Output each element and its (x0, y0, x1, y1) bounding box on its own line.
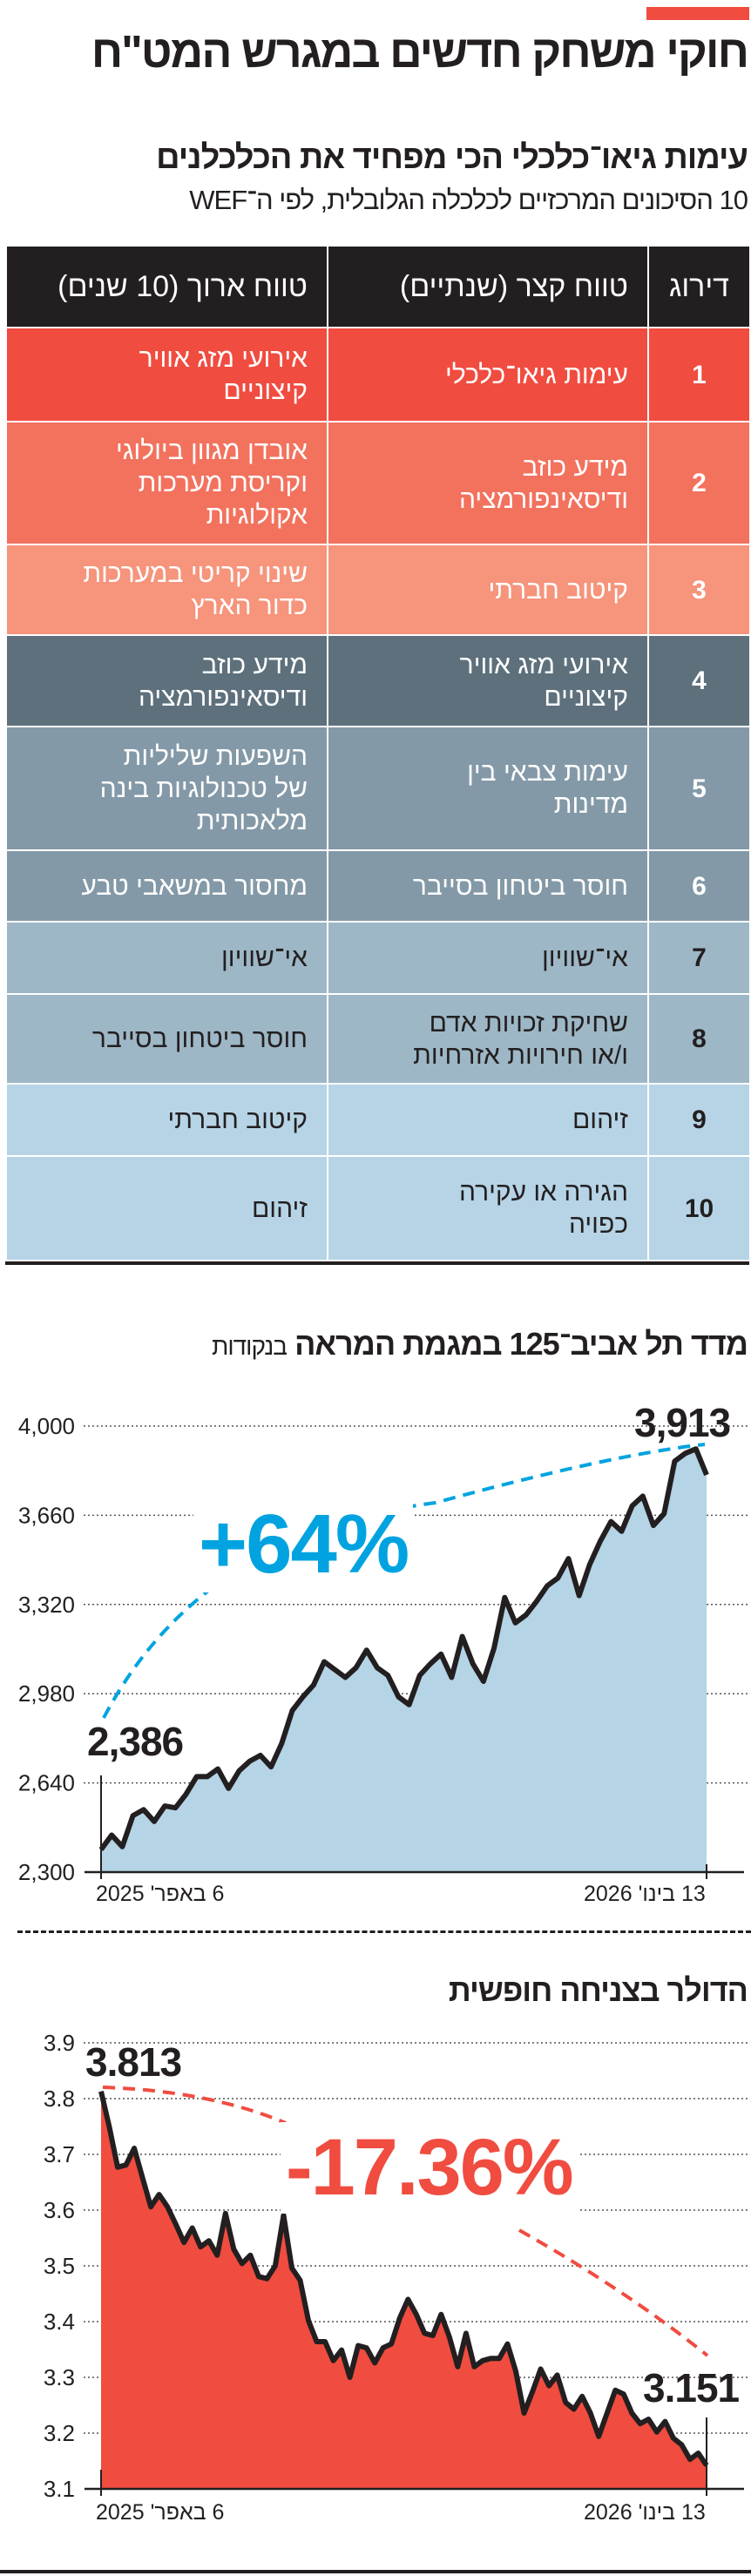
section-divider (17, 1930, 751, 1933)
rank-cell: 5 (647, 726, 751, 851)
series-line (98, 1446, 709, 1851)
rank-cell: 6 (647, 849, 751, 923)
long-term-cell: אי־שוויון (5, 921, 328, 995)
short-term-cell: עימות צבאי בין מדינות (327, 726, 649, 851)
chart2-svg: 3.9 3.8 3.7 3.6 3.5 3.4 3.3 3.2 3.1 (44, 2030, 748, 2502)
chart2-start-label: 3.813 (85, 2039, 182, 2085)
table-subtitle: 10 הסיכונים המרכזיים לכלכלה הגלובלית, לפ… (189, 185, 748, 215)
long-term-cell: מידע כוזב ודיסאינפורמציה (5, 634, 328, 727)
accent-bar (646, 7, 749, 20)
long-term-cell: זיהום (5, 1155, 328, 1261)
table-row: 10 הגירה או עקירה כפויה זיהום (5, 1155, 751, 1261)
chart1-title-text: מדד תל אביב־125 במגמת המראה (294, 1326, 748, 1362)
chart1-x-end-label: 13 בינו' 2026 (584, 1882, 706, 1906)
long-term-cell: אירועי מזג אוויר קיצוניים (5, 327, 328, 423)
rank-cell: 1 (647, 327, 751, 423)
column-header-rank: דירוג (647, 247, 751, 328)
table-row: 3 קיטוב חברתי שינוי קריטי במערכות כדור האר… (5, 544, 751, 636)
rank-cell: 9 (647, 1083, 751, 1157)
long-term-cell: אובדן מגוון ביולוגי וקריסת מערכות אקולוג… (5, 421, 328, 545)
rank-cell: 10 (647, 1155, 751, 1261)
short-term-cell: עימות גיאו־כלכלי (327, 327, 649, 423)
table-row: 4 אירועי מזג אוויר קיצוניים מידע כוזב ודיס… (5, 634, 751, 727)
short-term-cell: זיהום (327, 1083, 649, 1157)
chart1-change-label: +64% (193, 1497, 414, 1592)
y-tick-label: 3.8 (44, 2086, 75, 2112)
column-header-short-term: טווח קצר (שנתיים) (327, 247, 649, 328)
y-tick-label: 3,660 (18, 1502, 75, 1528)
rank-cell: 8 (647, 993, 751, 1085)
table-bottom-rule (5, 1261, 749, 1265)
rank-cell: 4 (647, 634, 751, 727)
short-term-cell: הגירה או עקירה כפויה (327, 1155, 649, 1261)
y-tick-label: 3.9 (44, 2030, 75, 2056)
short-term-cell: קיטוב חברתי (327, 544, 649, 636)
chart2-x-start-label: 6 באפר' 2025 (96, 2500, 225, 2525)
change-arc (518, 2228, 709, 2357)
table-row: 1 עימות גיאו־כלכלי אירועי מזג אוויר קיצוני… (5, 327, 751, 423)
long-term-cell: השפעות שליליות של טכנולוגיות בינה מלאכות… (5, 726, 328, 851)
chart1-title: מדד תל אביב־125 במגמת המראה בנקודות (212, 1326, 748, 1362)
y-tick-label: 3.2 (44, 2420, 75, 2446)
chart1-x-start-label: 6 באפר' 2025 (96, 1882, 225, 1906)
y-tick-label: 3.7 (44, 2141, 75, 2167)
table-title: עימות גיאו־כלכלי הכי מפחיד את הכלכלנים (156, 139, 748, 176)
chart1-svg: 4,000 3,660 3,320 2,980 2,640 2,300 (18, 1413, 748, 1885)
long-term-cell: חוסר ביטחון בסייבר (5, 993, 328, 1085)
area-fill (101, 1449, 707, 1872)
area-fill (101, 2091, 707, 2489)
table-row: 9 זיהום קיטוב חברתי (5, 1083, 751, 1157)
table-header-row: דירוג טווח קצר (שנתיים) טווח ארוך (10 שנ… (5, 247, 751, 328)
chart2-x-end-label: 13 בינו' 2026 (584, 2500, 706, 2525)
table-row: 8 שחיקת זכויות אדם ו/או חירויות אזרחיות חו… (5, 993, 751, 1085)
rank-cell: 2 (647, 421, 751, 545)
rank-cell: 3 (647, 544, 751, 636)
long-term-cell: שינוי קריטי במערכות כדור הארץ (5, 544, 328, 636)
risk-table: דירוג טווח קצר (שנתיים) טווח ארוך (10 שנ… (5, 247, 751, 1261)
y-tick-label: 3.1 (44, 2476, 75, 2502)
chart1-end-label: 3,913 (634, 1400, 731, 1445)
short-term-cell: אירועי מזג אוויר קיצוניים (327, 634, 649, 727)
y-tick-label: 2,300 (18, 1859, 75, 1885)
rank-cell: 7 (647, 921, 751, 995)
table-row: 7 אי־שוויון אי־שוויון (5, 921, 751, 995)
series-line (98, 2091, 709, 2467)
y-tick-label: 3.4 (44, 2309, 75, 2335)
table-row: 2 מידע כוזב ודיסאינפורמציה אובדן מגוון ביו… (5, 421, 751, 545)
long-term-cell: מחסור במשאבי טבע (5, 849, 328, 923)
long-term-cell: קיטוב חברתי (5, 1083, 328, 1157)
table-row: 5 עימות צבאי בין מדינות השפעות שליליות של … (5, 726, 751, 851)
chart2-title: הדולר בצניחה חופשית (448, 1972, 748, 2008)
chart1-unit: בנקודות (212, 1333, 288, 1360)
chart1-start-label: 2,386 (87, 1719, 184, 1764)
y-tick-label: 2,980 (18, 1680, 75, 1707)
change-arc (102, 2086, 287, 2125)
y-tick-label: 3.5 (44, 2253, 75, 2279)
short-term-cell: חוסר ביטחון בסייבר (327, 849, 649, 923)
chart2-change-label: -17.36% (281, 2122, 578, 2214)
page-title: חוקי משחק חדשים במגרש המט"ח (91, 27, 749, 78)
bottom-rule (0, 2570, 751, 2573)
short-term-cell: מידע כוזב ודיסאינפורמציה (327, 421, 649, 545)
y-tick-label: 4,000 (18, 1413, 75, 1439)
column-header-long-term: טווח ארוך (10 שנים) (5, 247, 328, 328)
table-row: 6 חוסר ביטחון בסייבר מחסור במשאבי טבע (5, 849, 751, 923)
y-tick-label: 3.6 (44, 2197, 75, 2223)
short-term-cell: אי־שוויון (327, 921, 649, 995)
short-term-cell: שחיקת זכויות אדם ו/או חירויות אזרחיות (327, 993, 649, 1085)
y-tick-label: 3,320 (18, 1592, 75, 1618)
chart2-end-label: 3.151 (643, 2365, 740, 2410)
y-tick-label: 3.3 (44, 2364, 75, 2390)
y-tick-label: 2,640 (18, 1770, 75, 1796)
